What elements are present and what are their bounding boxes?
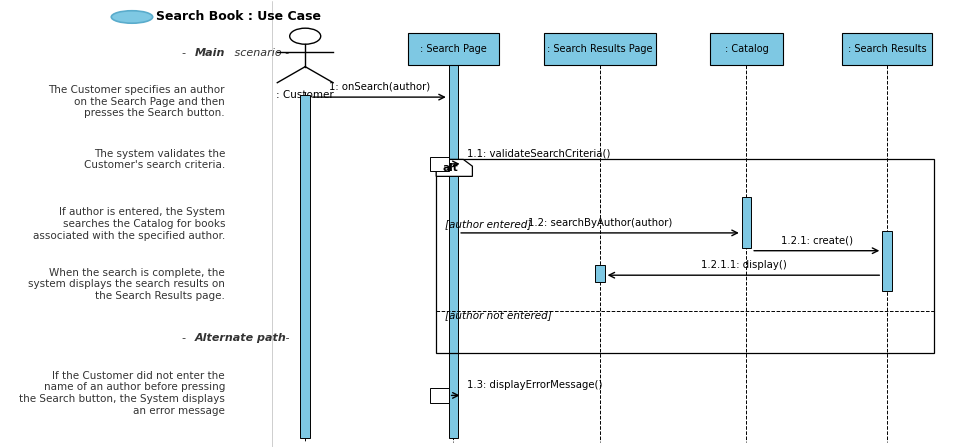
Text: 1.3: displayErrorMessage(): 1.3: displayErrorMessage() — [467, 380, 602, 390]
Text: Alternate path: Alternate path — [195, 332, 287, 343]
Bar — [741, 197, 751, 249]
Bar — [596, 265, 605, 282]
Bar — [430, 157, 449, 171]
Text: 1.2.1.1: display(): 1.2.1.1: display() — [700, 260, 786, 270]
Text: [author entered]: [author entered] — [445, 219, 531, 229]
Text: 1.2: searchByAuthor(author): 1.2: searchByAuthor(author) — [527, 218, 672, 228]
Text: alt: alt — [442, 163, 457, 173]
Bar — [300, 95, 310, 438]
Text: The Customer specifies an author
on the Search Page and then
presses the Search : The Customer specifies an author on the … — [49, 85, 225, 118]
Bar — [882, 231, 892, 291]
Text: : Search Page: : Search Page — [420, 43, 487, 54]
Text: -: - — [282, 332, 290, 343]
Text: : Search Results Page: : Search Results Page — [548, 43, 653, 54]
Ellipse shape — [111, 11, 152, 23]
Text: If the Customer did not enter the
name of an author before pressing
the Search b: If the Customer did not enter the name o… — [19, 371, 225, 416]
Text: The system validates the
Customer's search criteria.: The system validates the Customer's sear… — [83, 149, 225, 170]
Text: : Customer: : Customer — [276, 90, 334, 100]
Text: 1.1: validateSearchCriteria(): 1.1: validateSearchCriteria() — [467, 149, 610, 159]
Text: 1: onSearch(author): 1: onSearch(author) — [329, 82, 430, 92]
Bar — [544, 33, 656, 65]
Bar — [449, 65, 458, 438]
Text: When the search is complete, the
system displays the search results on
the Searc: When the search is complete, the system … — [28, 267, 225, 301]
Bar — [842, 33, 932, 65]
Text: : Catalog: : Catalog — [725, 43, 768, 54]
Text: -: - — [182, 332, 190, 343]
Text: scenario -: scenario - — [231, 47, 290, 58]
Text: If author is entered, the System
searches the Catalog for books
associated with : If author is entered, the System searche… — [33, 207, 225, 241]
Text: 1.2.1: create(): 1.2.1: create() — [781, 235, 853, 246]
Bar — [436, 159, 934, 353]
Bar — [409, 33, 499, 65]
Text: [author not entered]: [author not entered] — [445, 310, 551, 320]
Bar — [710, 33, 784, 65]
Text: Main: Main — [195, 47, 225, 58]
Bar — [430, 388, 449, 403]
Text: Search Book : Use Case: Search Book : Use Case — [156, 10, 321, 23]
Text: : Search Results: : Search Results — [848, 43, 926, 54]
Text: -: - — [182, 47, 190, 58]
Polygon shape — [436, 159, 473, 177]
